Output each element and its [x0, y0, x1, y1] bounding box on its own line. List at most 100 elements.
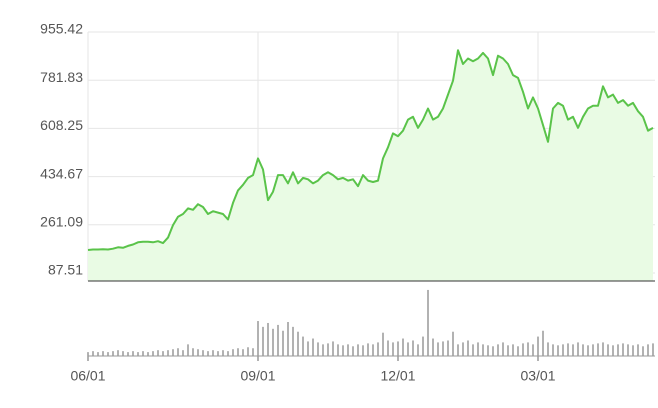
volume-bar: [337, 344, 339, 356]
x-tick-label: 12/01: [380, 368, 415, 384]
x-tick-label: 06/01: [70, 368, 105, 384]
volume-bar: [187, 344, 189, 356]
volume-bar: [392, 342, 394, 356]
volume-bar: [487, 345, 489, 356]
volume-bar: [497, 344, 499, 356]
volume-bar: [612, 345, 614, 356]
volume-bar: [637, 344, 639, 356]
volume-bar: [322, 344, 324, 356]
volume-bar: [532, 344, 534, 356]
volume-bar: [647, 344, 649, 356]
volume-bar: [402, 338, 404, 356]
area-fill: [88, 50, 653, 282]
x-tick-label: 03/01: [520, 368, 555, 384]
volume-bar: [557, 345, 559, 356]
volume-bar: [262, 326, 264, 356]
volume-bar: [172, 349, 174, 356]
volume-bar: [102, 351, 104, 356]
volume-bar: [332, 341, 334, 356]
volume-bar: [382, 332, 384, 356]
volume-bar: [482, 344, 484, 356]
volume-bar: [352, 346, 354, 356]
volume-bar: [527, 342, 529, 356]
volume-bar: [132, 351, 134, 356]
volume-bar: [112, 351, 114, 356]
volume-bar: [562, 344, 564, 356]
volume-bar: [542, 330, 544, 356]
volume-bar: [127, 352, 129, 356]
volume-bar: [257, 321, 259, 356]
volume-bar: [302, 336, 304, 356]
volume-bar: [117, 350, 119, 356]
volume-bar: [422, 336, 424, 356]
volume-bar: [552, 344, 554, 356]
volume-bar: [152, 351, 154, 356]
volume-bar: [502, 342, 504, 356]
volume-bar: [547, 342, 549, 356]
volume-bar: [432, 338, 434, 356]
y-tick-label: 608.25: [40, 117, 83, 133]
volume-bar: [617, 344, 619, 356]
volume-bar: [602, 342, 604, 356]
volume-bar: [442, 341, 444, 356]
volume-bar: [197, 349, 199, 356]
volume-bar: [627, 344, 629, 356]
volume-bar: [507, 345, 509, 356]
x-tick-label: 09/01: [240, 368, 275, 384]
volume-bar: [437, 342, 439, 356]
volume-bar: [362, 345, 364, 356]
volume-bar: [477, 342, 479, 356]
volume-bar: [467, 340, 469, 356]
volume-bar: [162, 351, 164, 356]
volume-bar: [107, 352, 109, 356]
volume-bar: [232, 349, 234, 356]
volume-bar: [397, 341, 399, 356]
volume-bar: [212, 350, 214, 356]
volume-bar: [567, 343, 569, 356]
volume-bar: [267, 322, 269, 356]
volume-bar: [387, 340, 389, 356]
volume-bar: [217, 351, 219, 356]
volume-bar: [512, 344, 514, 356]
volume-bar: [287, 322, 289, 356]
volume-bar: [292, 326, 294, 356]
y-tick-label: 261.09: [40, 213, 83, 229]
volume-bar: [417, 344, 419, 356]
volume-bar: [147, 352, 149, 356]
y-tick-label: 781.83: [40, 69, 83, 85]
volume-bar: [652, 343, 654, 356]
volume-bar: [137, 352, 139, 356]
volume-bar: [572, 344, 574, 356]
volume-bar: [367, 343, 369, 356]
volume-bar: [312, 338, 314, 356]
volume-bar: [447, 340, 449, 356]
volume-bar: [407, 342, 409, 356]
volume-bar: [427, 289, 429, 356]
volume-bar: [377, 342, 379, 356]
volume-bar: [327, 343, 329, 356]
volume-bar: [242, 349, 244, 356]
volume-bar: [372, 344, 374, 356]
volume-bar: [237, 348, 239, 356]
volume-bar: [307, 341, 309, 356]
volume-bar: [167, 350, 169, 356]
volume-bar: [272, 328, 274, 356]
volume-bar: [347, 344, 349, 356]
volume-bar: [207, 351, 209, 356]
volume-bar: [412, 340, 414, 356]
volume-bar: [122, 351, 124, 356]
volume-bar: [597, 343, 599, 356]
y-tick-label: 87.51: [48, 262, 83, 278]
volume-bar: [642, 346, 644, 356]
y-tick-label: 434.67: [40, 165, 83, 181]
volume-bar: [607, 344, 609, 356]
volume-bar: [517, 346, 519, 356]
volume-bar: [522, 343, 524, 356]
volume-bar: [317, 342, 319, 356]
volume-bar: [192, 348, 194, 356]
volume-bar: [157, 350, 159, 356]
volume-bar: [587, 345, 589, 356]
price-line: [87, 49, 654, 251]
volume-bar: [182, 350, 184, 356]
